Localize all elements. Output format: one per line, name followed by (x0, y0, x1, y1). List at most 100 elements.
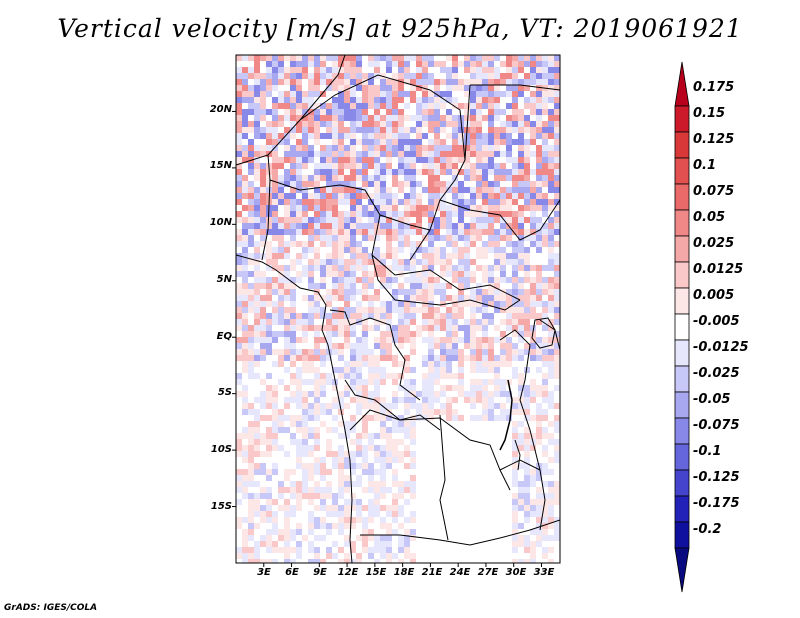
field-cell (512, 283, 518, 289)
field-cell (458, 169, 464, 175)
field-cell (284, 67, 290, 73)
field-cell (290, 283, 296, 289)
field-cell (260, 463, 266, 469)
field-cell (302, 397, 308, 403)
field-cell (392, 103, 398, 109)
field-cell (428, 367, 434, 373)
field-cell (290, 301, 296, 307)
field-cell (290, 259, 296, 265)
field-cell (410, 529, 416, 535)
field-cell (236, 157, 242, 163)
field-cell (524, 289, 530, 295)
field-cell (314, 445, 320, 451)
field-cell (554, 265, 560, 271)
field-cell (512, 535, 518, 541)
field-cell (440, 343, 446, 349)
field-cell (422, 61, 428, 67)
field-cell (494, 133, 500, 139)
field-cell (302, 55, 308, 61)
colorbar-swatch (674, 495, 690, 523)
field-cell (242, 241, 248, 247)
field-cell (254, 241, 260, 247)
field-cell (296, 73, 302, 79)
field-cell (296, 547, 302, 553)
field-cell (506, 67, 512, 73)
field-cell (452, 271, 458, 277)
field-cell (236, 487, 242, 493)
field-cell (338, 85, 344, 91)
field-cell (332, 427, 338, 433)
field-cell (314, 85, 320, 91)
field-cell (506, 397, 512, 403)
field-cell (404, 535, 410, 541)
field-cell (332, 187, 338, 193)
field-cell (470, 361, 476, 367)
field-cell (554, 445, 560, 451)
field-cell (416, 223, 422, 229)
field-cell (458, 181, 464, 187)
field-cell (452, 397, 458, 403)
field-cell (362, 253, 368, 259)
field-cell (248, 355, 254, 361)
field-cell (350, 349, 356, 355)
field-cell (458, 283, 464, 289)
field-cell (344, 307, 350, 313)
field-cell (356, 307, 362, 313)
field-cell (446, 91, 452, 97)
field-cell (410, 481, 416, 487)
field-cell (290, 157, 296, 163)
field-cell (350, 295, 356, 301)
field-cell (272, 385, 278, 391)
field-cell (242, 55, 248, 61)
field-cell (302, 391, 308, 397)
field-cell (518, 187, 524, 193)
field-cell (344, 193, 350, 199)
field-cell (380, 79, 386, 85)
field-cell (446, 217, 452, 223)
field-cell (386, 145, 392, 151)
field-cell (410, 259, 416, 265)
field-cell (524, 463, 530, 469)
field-cell (452, 151, 458, 157)
field-cell (308, 91, 314, 97)
field-cell (410, 79, 416, 85)
field-cell (524, 265, 530, 271)
field-cell (410, 439, 416, 445)
field-cell (296, 109, 302, 115)
field-cell (380, 193, 386, 199)
field-cell (278, 301, 284, 307)
field-cell (314, 373, 320, 379)
field-cell (548, 325, 554, 331)
field-cell (512, 139, 518, 145)
field-cell (506, 79, 512, 85)
field-cell (344, 157, 350, 163)
field-cell (524, 391, 530, 397)
field-cell (290, 547, 296, 553)
field-cell (260, 313, 266, 319)
field-cell (320, 457, 326, 463)
field-cell (314, 103, 320, 109)
field-cell (386, 319, 392, 325)
field-cell (500, 415, 506, 421)
field-cell (326, 157, 332, 163)
field-cell (380, 409, 386, 415)
field-cell (368, 307, 374, 313)
field-cell (302, 355, 308, 361)
field-cell (518, 301, 524, 307)
field-cell (482, 67, 488, 73)
field-cell (302, 487, 308, 493)
field-cell (404, 289, 410, 295)
field-cell (278, 163, 284, 169)
field-cell (500, 175, 506, 181)
field-cell (374, 253, 380, 259)
field-cell (398, 535, 404, 541)
field-cell (242, 145, 248, 151)
field-cell (308, 271, 314, 277)
field-cell (404, 325, 410, 331)
field-cell (302, 451, 308, 457)
field-cell (494, 91, 500, 97)
field-cell (392, 445, 398, 451)
field-cell (338, 397, 344, 403)
field-cell (362, 379, 368, 385)
